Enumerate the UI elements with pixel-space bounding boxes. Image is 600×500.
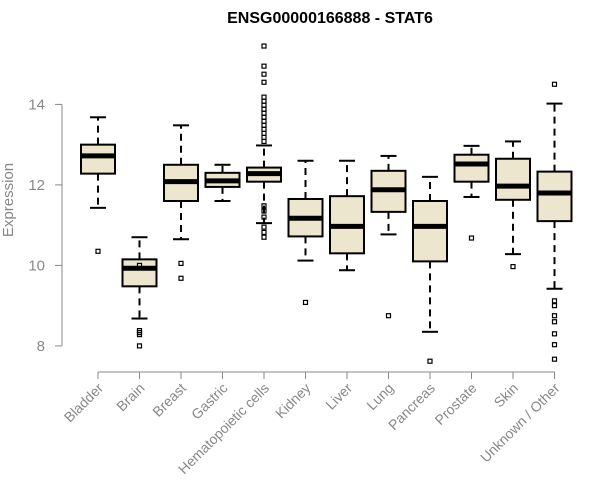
x-tick-label: Liver <box>322 380 355 413</box>
outlier-point <box>136 262 143 268</box>
outlier-point <box>136 332 143 338</box>
outlier-point <box>261 208 267 214</box>
y-tick-label: 12 <box>28 177 45 194</box>
outlier-point <box>261 102 267 108</box>
outlier-point <box>385 313 392 319</box>
outlier-point <box>261 122 267 128</box>
outlier-point <box>178 275 184 281</box>
outlier-point <box>261 106 267 112</box>
x-tick-label: Kidney <box>272 380 314 422</box>
outlier-point <box>261 43 267 49</box>
box-iqr <box>80 143 116 175</box>
box-group <box>370 154 407 319</box>
outlier-point <box>261 134 267 141</box>
x-tick-label: Brain <box>113 380 147 414</box>
outlier-point <box>261 130 267 136</box>
box-group <box>246 43 282 240</box>
outlier-point <box>510 264 516 270</box>
outlier-point <box>261 214 267 220</box>
box-iqr <box>412 200 448 263</box>
y-axis-label: Expression <box>0 163 17 237</box>
x-tick-label: Lung <box>363 380 396 413</box>
y-tick-label: 10 <box>28 257 45 274</box>
outlier-point <box>427 358 433 364</box>
box-group <box>536 81 573 362</box>
x-tick-label: Prostate <box>431 380 479 428</box>
outlier-point <box>551 342 558 348</box>
outlier-point <box>178 260 184 266</box>
outlier-point <box>261 203 267 209</box>
x-tick-label: Breast <box>149 380 189 420</box>
outlier-point <box>551 331 558 337</box>
outlier-point <box>468 235 475 241</box>
box-group <box>287 159 324 306</box>
outlier-point <box>261 229 267 235</box>
y-tick-label: 14 <box>28 96 45 113</box>
outlier-point <box>136 343 143 349</box>
outlier-point <box>551 81 558 87</box>
outlier-point <box>261 114 267 120</box>
outlier-point <box>261 110 267 116</box>
outlier-point <box>261 63 267 69</box>
outlier-point <box>302 299 309 306</box>
chart-title: ENSG00000166888 - STAT6 <box>227 10 433 27</box>
outlier-point <box>551 303 558 309</box>
outlier-point <box>551 313 558 319</box>
outlier-point <box>261 234 267 240</box>
box-group <box>495 140 531 270</box>
x-tick-label: Bladder <box>61 380 107 426</box>
outlier-point <box>261 118 267 124</box>
box-group <box>121 236 158 349</box>
outlier-point <box>261 98 267 104</box>
y-axis: 8 10 12 14 <box>28 96 63 355</box>
box-iqr <box>495 157 531 201</box>
boxes-layer <box>80 43 573 364</box>
outlier-point <box>551 356 558 362</box>
outlier-point <box>261 126 267 132</box>
outlier-point <box>551 298 558 304</box>
outlier-point <box>261 94 267 100</box>
outlier-point <box>261 138 267 145</box>
outlier-point <box>551 319 558 325</box>
outlier-point <box>261 71 267 77</box>
outlier-point <box>261 224 267 230</box>
box-iqr <box>453 153 490 183</box>
box-group <box>412 175 448 364</box>
box-iqr <box>536 170 573 223</box>
x-tick-label: Unknown / Other <box>477 380 563 466</box>
outlier-point <box>95 248 101 254</box>
box-group <box>163 124 199 281</box>
x-tick-label: Skin <box>491 380 522 411</box>
y-tick-label: 8 <box>37 338 45 355</box>
box-group <box>453 144 490 241</box>
box-group <box>329 159 365 272</box>
box-group <box>80 116 116 254</box>
box-group <box>204 163 241 202</box>
outlier-point <box>261 79 267 85</box>
